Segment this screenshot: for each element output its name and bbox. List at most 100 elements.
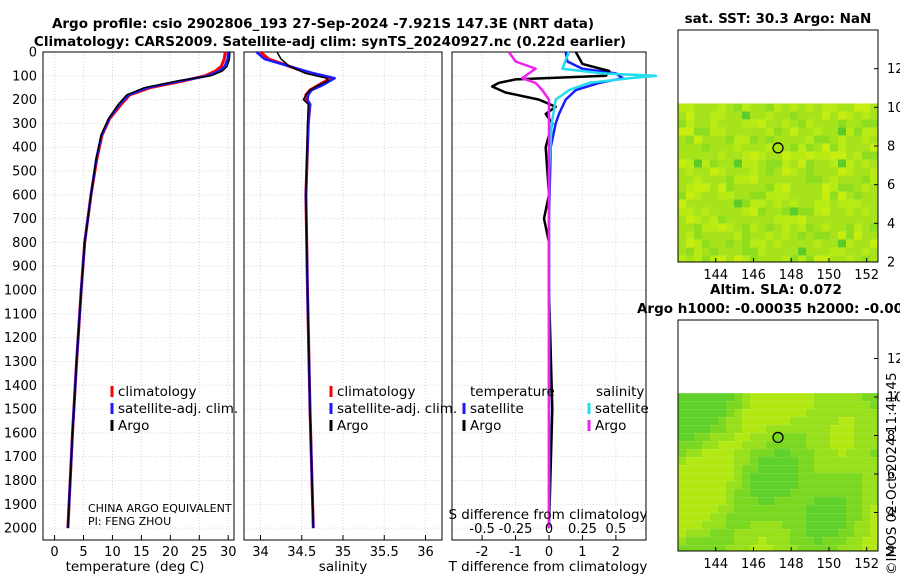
heatmap-cell bbox=[694, 425, 702, 434]
heatmap-cell bbox=[830, 223, 838, 232]
heatmap-cell bbox=[686, 167, 694, 176]
heatmap-cell bbox=[838, 489, 846, 498]
heatmap-cell bbox=[686, 151, 694, 160]
heatmap-cell bbox=[686, 143, 694, 152]
heatmap-cell bbox=[710, 215, 718, 224]
heatmap-cell bbox=[702, 207, 710, 216]
heatmap-cell bbox=[854, 127, 862, 136]
heatmap-cell bbox=[694, 135, 702, 144]
heatmap-cell bbox=[686, 409, 694, 418]
heatmap-cell bbox=[854, 521, 862, 530]
heatmap-cell bbox=[726, 111, 734, 120]
heatmap-cell bbox=[758, 135, 766, 144]
heatmap-cell bbox=[726, 183, 734, 192]
y-tick-label: 4 bbox=[887, 217, 895, 232]
heatmap-cell bbox=[814, 417, 822, 426]
heatmap-cell bbox=[742, 513, 750, 522]
heatmap-cell bbox=[750, 119, 758, 128]
heatmap-cell bbox=[790, 191, 798, 200]
heatmap-cell bbox=[694, 215, 702, 224]
heatmap-cell bbox=[726, 191, 734, 200]
heatmap-cell bbox=[846, 255, 854, 262]
heatmap-cell bbox=[734, 529, 742, 538]
heatmap-cell bbox=[758, 513, 766, 522]
heatmap-cell bbox=[790, 255, 798, 262]
heatmap-cell bbox=[766, 537, 774, 546]
heatmap-cell bbox=[726, 457, 734, 466]
heatmap-cell bbox=[694, 119, 702, 128]
heatmap-cell bbox=[814, 521, 822, 530]
heatmap-cell bbox=[718, 481, 726, 490]
heatmap-cell bbox=[846, 119, 854, 128]
heatmap-cell bbox=[782, 215, 790, 224]
heatmap-cell bbox=[830, 119, 838, 128]
x-tick-label: 20 bbox=[162, 545, 179, 560]
heatmap-cell bbox=[862, 103, 870, 112]
y-tick-label: 400 bbox=[12, 141, 37, 156]
heatmap-cell bbox=[806, 393, 814, 402]
heatmap-cell bbox=[678, 513, 686, 522]
heatmap-cell bbox=[718, 111, 726, 120]
heatmap-cell bbox=[694, 239, 702, 248]
heatmap-cell bbox=[782, 207, 790, 216]
heatmap-cell bbox=[742, 529, 750, 538]
heatmap-cell bbox=[806, 401, 814, 410]
heatmap-cell bbox=[846, 127, 854, 136]
heatmap-cell bbox=[830, 449, 838, 458]
heatmap-cell bbox=[742, 175, 750, 184]
heatmap-cell bbox=[862, 231, 870, 240]
heatmap-cell bbox=[686, 207, 694, 216]
heatmap-cell bbox=[870, 441, 878, 450]
heatmap-cell bbox=[862, 127, 870, 136]
heatmap-cell bbox=[742, 457, 750, 466]
heatmap-cell bbox=[830, 255, 838, 262]
heatmap-cell bbox=[686, 433, 694, 442]
heatmap-cell bbox=[726, 143, 734, 152]
heatmap-cell bbox=[710, 167, 718, 176]
heatmap-cell bbox=[710, 127, 718, 136]
heatmap-cell bbox=[838, 111, 846, 120]
heatmap-cell bbox=[838, 175, 846, 184]
heatmap-cell bbox=[814, 247, 822, 256]
heatmap-cell bbox=[782, 425, 790, 434]
heatmap-cell bbox=[718, 151, 726, 160]
y-tick-label: 8 bbox=[887, 140, 895, 155]
heatmap-cell bbox=[750, 143, 758, 152]
heatmap-cell bbox=[774, 119, 782, 128]
heatmap-cell bbox=[806, 183, 814, 192]
heatmap-cell bbox=[798, 545, 806, 551]
heatmap-cell bbox=[798, 489, 806, 498]
heatmap-cell bbox=[774, 223, 782, 232]
y-tick-label: 1500 bbox=[4, 403, 37, 418]
heatmap-cell bbox=[774, 449, 782, 458]
heatmap-cell bbox=[838, 393, 846, 402]
heatmap-cell bbox=[702, 457, 710, 466]
heatmap-cell bbox=[750, 449, 758, 458]
heatmap-cell bbox=[846, 433, 854, 442]
heatmap-cell bbox=[854, 417, 862, 426]
heatmap-cell bbox=[822, 425, 830, 434]
heatmap-cell bbox=[710, 481, 718, 490]
heatmap-cell bbox=[702, 231, 710, 240]
heatmap-cell bbox=[782, 103, 790, 112]
heatmap-cell bbox=[694, 457, 702, 466]
heatmap-cell bbox=[838, 247, 846, 256]
heatmap-cell bbox=[838, 457, 846, 466]
heatmap-cell bbox=[838, 505, 846, 514]
heatmap-cell bbox=[742, 143, 750, 152]
heatmap-cell bbox=[790, 417, 798, 426]
heatmap-cell bbox=[686, 481, 694, 490]
heatmap-cell bbox=[766, 119, 774, 128]
heatmap-cell bbox=[702, 111, 710, 120]
heatmap-cell bbox=[806, 247, 814, 256]
heatmap-cell bbox=[814, 545, 822, 551]
heatmap-cell bbox=[782, 481, 790, 490]
x-tick-label: 144 bbox=[703, 557, 728, 572]
heatmap-cell bbox=[822, 199, 830, 208]
heatmap-cell bbox=[782, 457, 790, 466]
heatmap-cell bbox=[774, 127, 782, 136]
heatmap-cell bbox=[678, 111, 686, 120]
heatmap-cell bbox=[702, 191, 710, 200]
heatmap-cell bbox=[686, 505, 694, 514]
heatmap-cell bbox=[766, 521, 774, 530]
